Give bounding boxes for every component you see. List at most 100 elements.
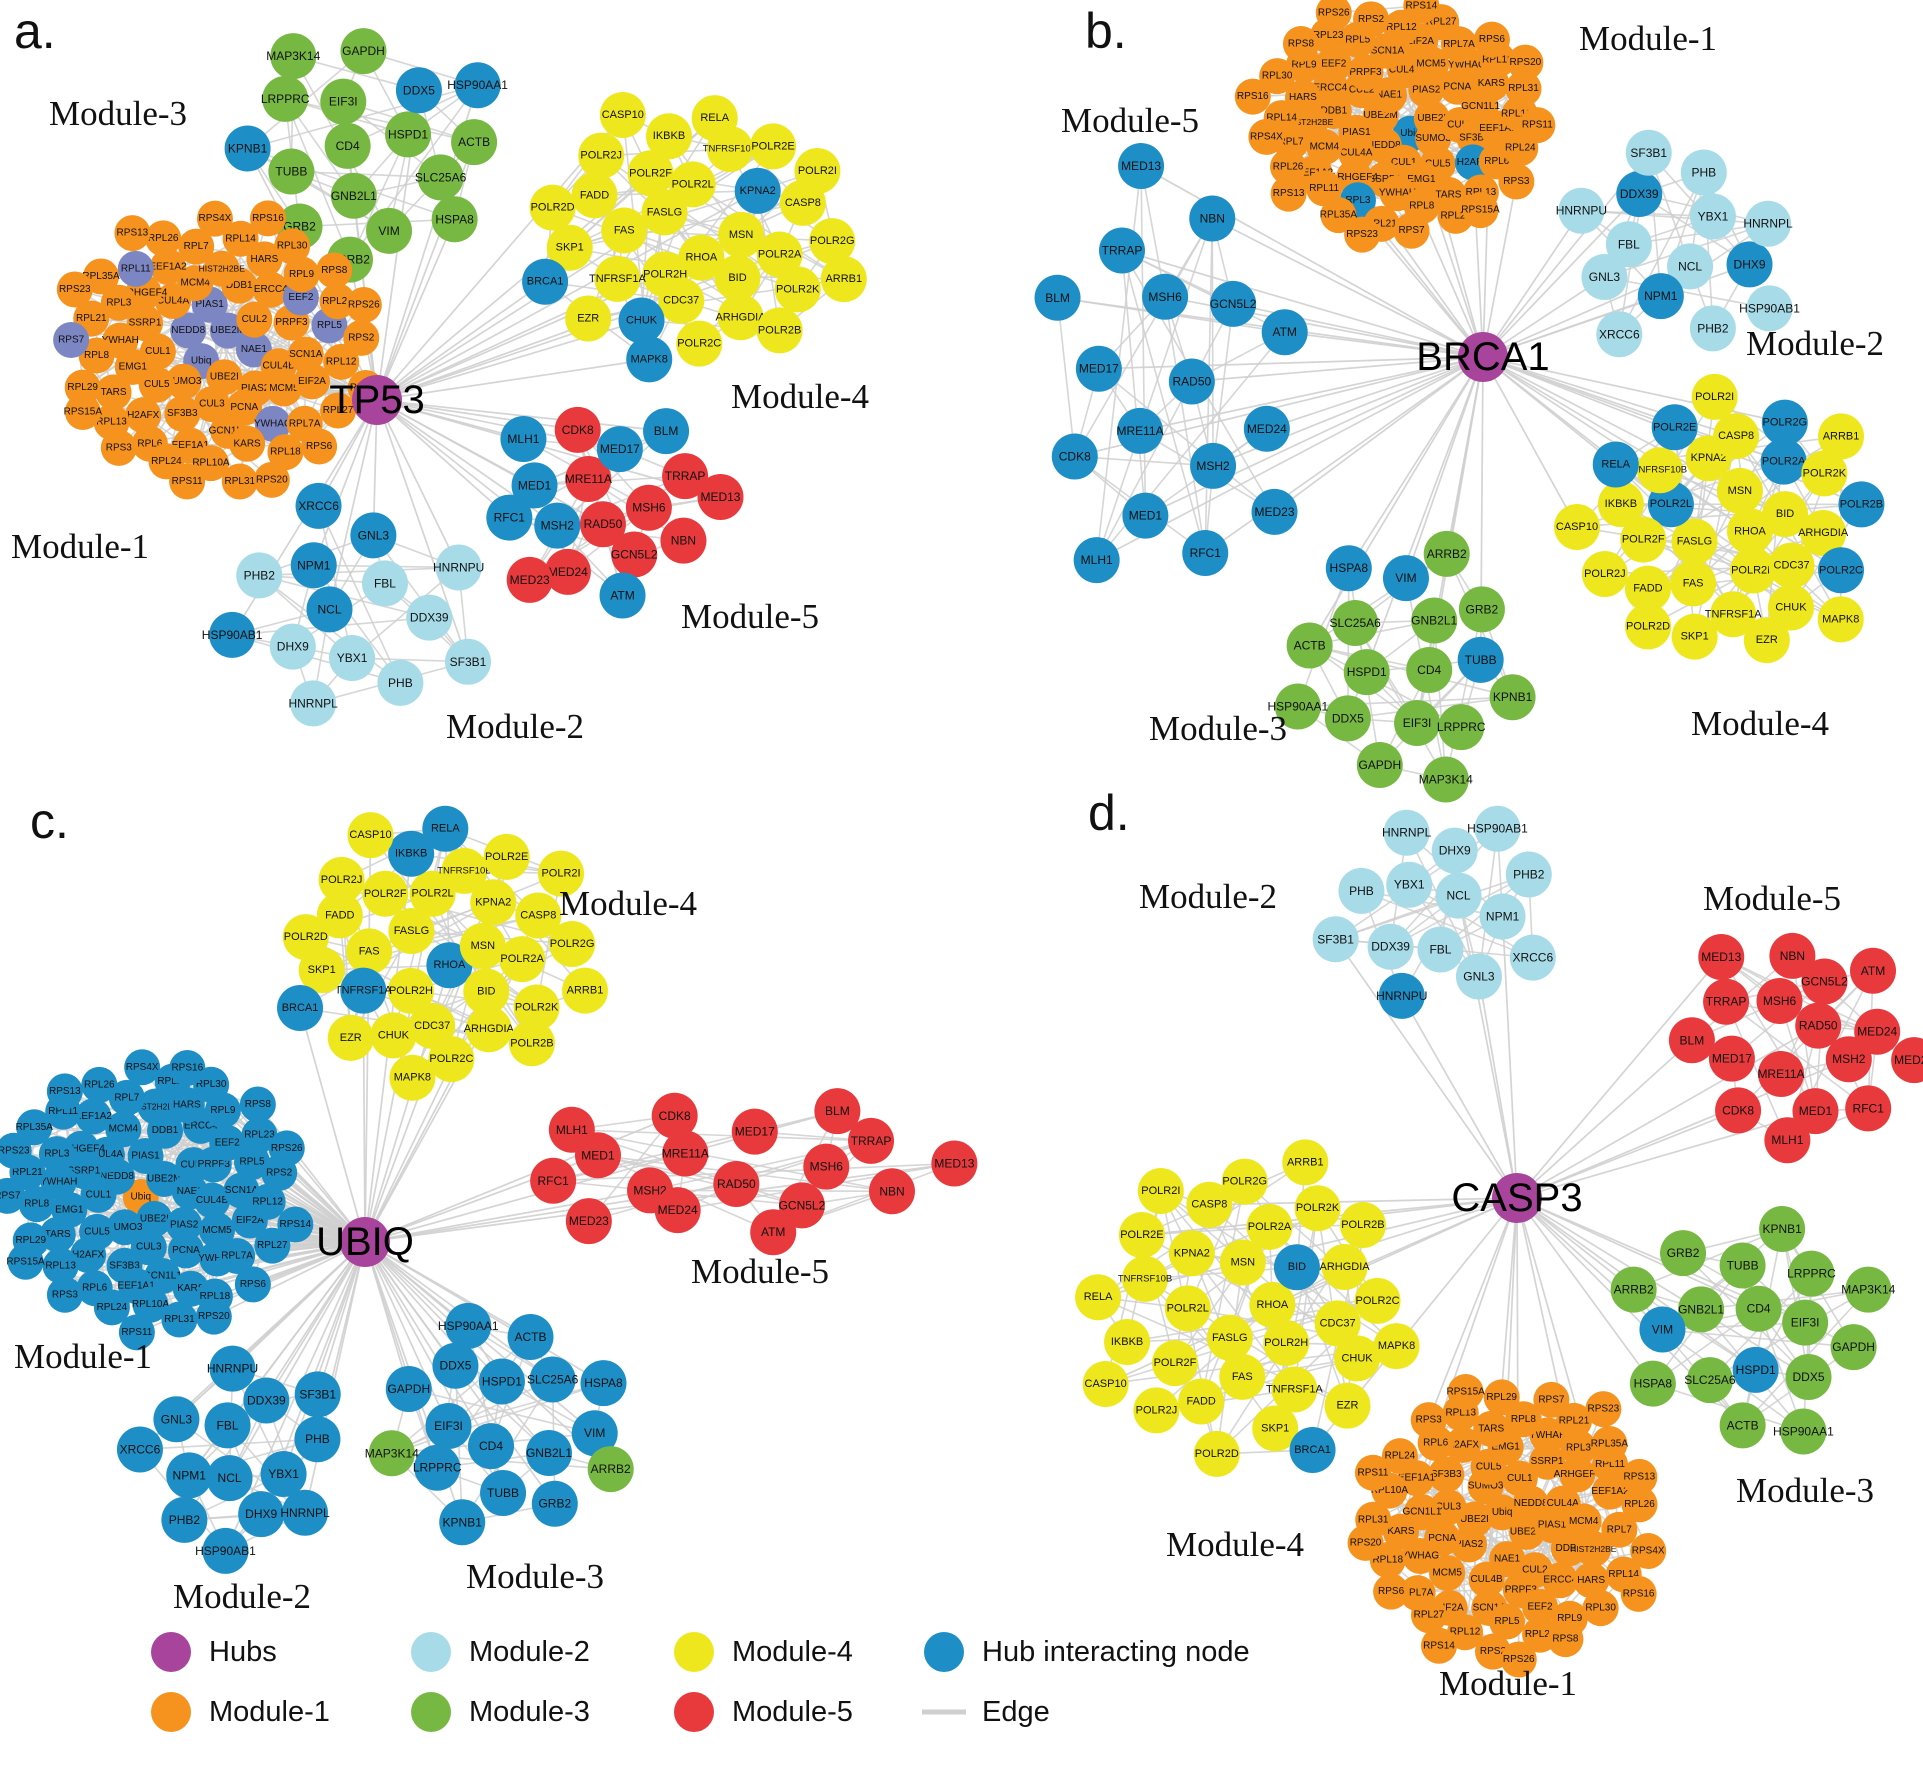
gene-node [1845, 1085, 1892, 1132]
panel-c: RHOA FASLG MSN POLR2H POLR2L BID FAS KPNA2 CDC37… [0, 793, 978, 1616]
gene-node [1716, 467, 1763, 514]
gene-label: RPL23 [1525, 1629, 1556, 1640]
gene-label: DDX39 [247, 1394, 286, 1408]
gene-label: ATM [1272, 325, 1296, 339]
gene-label: PRPF3 [198, 1159, 231, 1170]
gene-label: RHOA [1256, 1299, 1288, 1311]
gene-node [515, 892, 562, 939]
hub-edge [1121, 249, 1484, 358]
gene-node [1795, 1002, 1842, 1049]
gene-node [465, 1006, 512, 1053]
gene-label: POLR2A [1762, 456, 1806, 468]
gene-label: GAPDH [387, 1382, 430, 1396]
gene-node [1582, 1590, 1619, 1627]
gene-label: MED24 [1247, 422, 1287, 436]
edge [1056, 297, 1076, 457]
gene-label: SF3B1 [1317, 932, 1354, 946]
gene-label: RPL11 [48, 1106, 78, 1117]
gene-label: EIF3I [434, 1419, 463, 1433]
gene-label: TNFRSF1A [335, 985, 393, 997]
gene-label: H2AFX [1447, 1439, 1480, 1450]
edge [1725, 1001, 1869, 1110]
gene-label: RPS8 [321, 265, 348, 276]
gene-node [1735, 1285, 1782, 1332]
gene-label: PIAS1 [196, 299, 225, 310]
gene-label: SKP1 [1261, 1422, 1289, 1434]
gene-label: DDB1 [152, 1125, 179, 1136]
gene-label: Ubiq [1492, 1507, 1513, 1518]
gene-label: RPL13 [1445, 1407, 1476, 1418]
gene-label: BLM [654, 424, 679, 438]
gene-node [1382, 555, 1429, 602]
hub-edge [376, 399, 604, 525]
gene-node [409, 870, 456, 917]
hub-edge [1516, 1109, 1739, 1199]
gene-label: GRB2 [538, 1497, 571, 1511]
gene-label: BID [1288, 1261, 1306, 1273]
gene-node [468, 1423, 515, 1470]
gene-label: ACTB [458, 135, 490, 149]
gene-label: POLR2F [1154, 1357, 1197, 1369]
gene-label: TRRAP [851, 1134, 892, 1148]
gene-node [1817, 596, 1864, 643]
gene-label: RELA [1601, 458, 1630, 470]
gene-node [249, 1183, 286, 1220]
gene-label: POLR2B [1341, 1219, 1384, 1231]
module-label: Module-1 [14, 1337, 152, 1376]
gene-node [1249, 1281, 1296, 1328]
gene-label: IKBKB [1605, 498, 1637, 510]
gene-label: KPNA2 [1174, 1247, 1210, 1259]
gene-label: EEF2 [215, 1138, 240, 1149]
gene-node [165, 363, 202, 400]
gene-node [193, 386, 230, 423]
gene-node [1168, 358, 1215, 405]
gene-label: PIAS2 [1412, 84, 1441, 95]
gene-node [40, 1164, 77, 1201]
gene-label: RPS2 [266, 1167, 293, 1178]
gene-node [1830, 1324, 1877, 1371]
gene-label: RPL35A [1320, 210, 1358, 221]
edge [1139, 218, 1214, 432]
hub-edge [1209, 1197, 1518, 1206]
gene-label: GNB2L1 [1411, 614, 1457, 628]
legend-label: Module-3 [469, 1696, 590, 1728]
gene-label: UBE2I [1417, 113, 1446, 124]
gene-label: YWHAG [1401, 1550, 1439, 1561]
gene-node [93, 1289, 130, 1326]
gene-label: HNRNPU [207, 1362, 258, 1376]
gene-node [267, 434, 304, 471]
edge [597, 1154, 803, 1207]
gene-node [81, 1066, 118, 1103]
gene-label: POLR2H [389, 985, 433, 997]
gene-node [1625, 129, 1672, 176]
gene-node [561, 967, 608, 1014]
gene-node [1792, 1088, 1839, 1135]
gene-label: H2AFX [1457, 157, 1490, 168]
gene-label: CUL2 [242, 314, 268, 325]
gene-node [1703, 978, 1750, 1025]
gene-label: BID [728, 272, 746, 284]
hub-edge [1516, 1197, 1654, 1385]
gene-label: MRE11A [1116, 424, 1163, 438]
gene-label: MCM4 [181, 278, 211, 289]
gene-node [56, 271, 93, 308]
edge [1802, 1273, 1813, 1432]
gene-node [717, 294, 764, 341]
gene-label: GNL3 [161, 1412, 193, 1426]
gene-label: RPS16 [171, 1062, 203, 1073]
edge [1725, 969, 1874, 1003]
gene-label: RELA [1084, 1291, 1113, 1303]
gene-label: MSH2 [1196, 459, 1230, 473]
gene-node [253, 461, 290, 498]
gene-label: RPS3 [1503, 176, 1530, 187]
gene-node [459, 922, 506, 969]
gene-node [0, 1177, 26, 1214]
gene-node [1764, 1117, 1811, 1164]
gene-label: CASP8 [1191, 1199, 1227, 1211]
edge [571, 1128, 872, 1142]
gene-node [1393, 212, 1430, 249]
hub-edge [299, 1007, 366, 1243]
gene-label: RPL6 [1484, 156, 1509, 167]
gene-node [1164, 1285, 1211, 1332]
